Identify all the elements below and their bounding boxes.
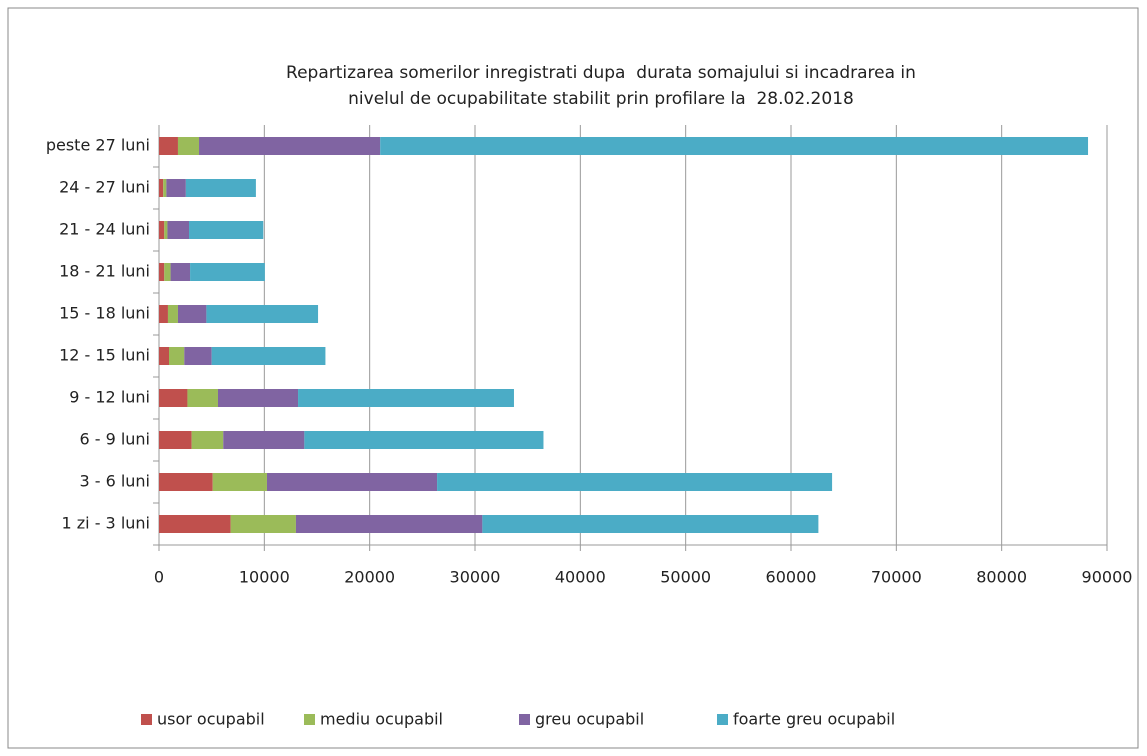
y-tick-label: peste 27 luni xyxy=(46,136,150,155)
bar-segment xyxy=(159,179,164,197)
bar-segment xyxy=(170,263,191,281)
bar-segment xyxy=(230,515,296,533)
bar-segment xyxy=(159,389,188,407)
legend-label: foarte greu ocupabil xyxy=(733,710,895,729)
bar-segment xyxy=(191,431,224,449)
bar-segment xyxy=(189,221,264,239)
bar-segment xyxy=(167,305,178,323)
x-tick-label: 0 xyxy=(154,568,164,587)
x-tick-label: 50000 xyxy=(660,568,711,587)
x-tick-label: 20000 xyxy=(344,568,395,587)
legend-label: usor ocupabil xyxy=(157,710,265,729)
bar-segment xyxy=(437,473,833,491)
legend-label: greu ocupabil xyxy=(535,710,644,729)
x-tick-label: 10000 xyxy=(239,568,290,587)
chart-title: nivelul de ocupabilitate stabilit prin p… xyxy=(348,89,854,109)
y-tick-label: 12 - 15 luni xyxy=(59,346,150,365)
bar-segment xyxy=(167,221,190,239)
y-tick-label: 24 - 27 luni xyxy=(59,178,150,197)
bar-segment xyxy=(164,263,171,281)
y-tick-label: 1 zi - 3 luni xyxy=(62,514,151,533)
bar-segment xyxy=(298,389,514,407)
bar-segment xyxy=(163,179,167,197)
bar-segment xyxy=(190,263,265,281)
bar-segment xyxy=(184,347,212,365)
bar-segment xyxy=(177,305,207,323)
bar-segment xyxy=(217,389,299,407)
bar-segment xyxy=(164,221,168,239)
bar-segment xyxy=(159,221,165,239)
y-tick-label: 21 - 24 luni xyxy=(59,220,150,239)
bar-segment xyxy=(223,431,305,449)
bar-segment xyxy=(169,347,185,365)
x-tick-label: 60000 xyxy=(766,568,817,587)
x-tick-label: 80000 xyxy=(976,568,1027,587)
bar-segment xyxy=(159,263,165,281)
bar-segment xyxy=(211,347,326,365)
y-tick-label: 15 - 18 luni xyxy=(59,304,150,323)
bar-segment xyxy=(159,347,170,365)
y-tick-label: 18 - 21 luni xyxy=(59,262,150,281)
x-tick-label: 90000 xyxy=(1082,568,1133,587)
bar-segment xyxy=(206,305,319,323)
y-tick-label: 6 - 9 luni xyxy=(79,430,150,449)
bar-segment xyxy=(159,137,178,155)
bar-segment xyxy=(185,179,256,197)
bar-segment xyxy=(304,431,544,449)
bar-segment xyxy=(159,305,168,323)
legend-swatch xyxy=(717,714,728,725)
chart-title: Repartizarea somerilor inregistrati dupa… xyxy=(286,63,916,83)
bar-segment xyxy=(295,515,483,533)
x-tick-label: 30000 xyxy=(450,568,501,587)
bar-segment xyxy=(482,515,819,533)
bar-segment xyxy=(177,137,200,155)
legend-swatch xyxy=(519,714,530,725)
bar-segment xyxy=(380,137,1089,155)
chart-frame xyxy=(7,7,1139,749)
legend-swatch xyxy=(141,714,152,725)
bar-segment xyxy=(212,473,267,491)
bar-segment xyxy=(266,473,438,491)
x-tick-label: 70000 xyxy=(871,568,922,587)
bar-segment xyxy=(159,431,192,449)
bar-segment xyxy=(187,389,218,407)
legend-swatch xyxy=(304,714,315,725)
y-tick-label: 9 - 12 luni xyxy=(69,388,150,407)
y-tick-label: 3 - 6 luni xyxy=(79,472,150,491)
bar-segment xyxy=(159,515,231,533)
bar-segment xyxy=(159,473,213,491)
bar-segment xyxy=(166,179,186,197)
x-tick-label: 40000 xyxy=(555,568,606,587)
legend-label: mediu ocupabil xyxy=(320,710,443,729)
bar-segment xyxy=(199,137,381,155)
